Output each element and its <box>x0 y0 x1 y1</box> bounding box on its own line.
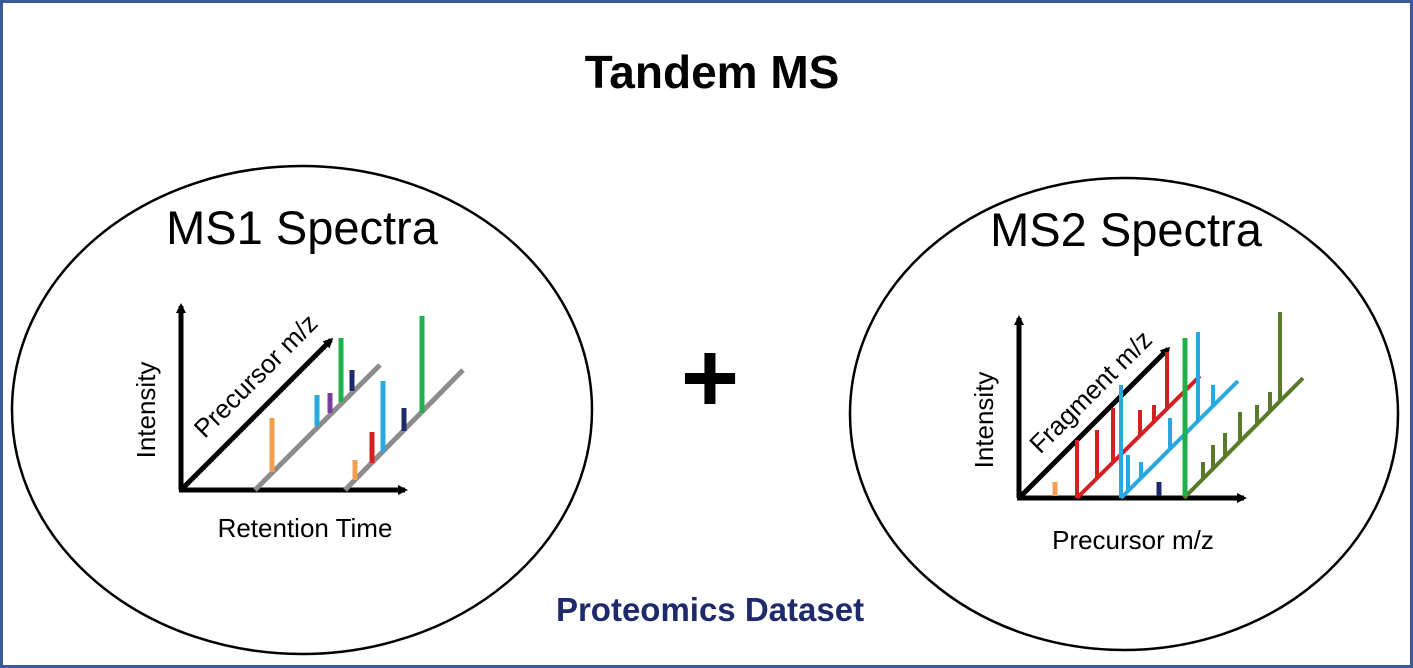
ms2-panel: MS2 Spectra <box>848 176 1400 652</box>
ms1-panel: MS1 Spectra Intensity Precursor m/z Rete… <box>10 164 594 656</box>
ms1-rail-1 <box>253 363 382 492</box>
ms2-rail-olive <box>1182 376 1305 500</box>
ms2-y-axis-label: Intensity <box>969 372 999 469</box>
ms1-diagonal-axis <box>179 337 334 492</box>
ms1-ellipse <box>10 164 594 656</box>
diagram-title: Tandem MS <box>585 46 840 98</box>
footer-label: Proteomics Dataset <box>556 591 864 628</box>
ms2-title: MS2 Spectra <box>990 203 1263 256</box>
ms2-diagonal-axis <box>1017 346 1171 500</box>
ms1-diagonal-axis-label: Precursor m/z <box>188 308 324 444</box>
ms1-x-axis-label: Retention Time <box>218 513 393 543</box>
ms1-title: MS1 Spectra <box>166 201 439 254</box>
ms1-y-axis-label: Intensity <box>131 362 161 459</box>
ms2-x-axis-label: Precursor m/z <box>1052 525 1214 555</box>
ms2-ellipse <box>848 176 1400 652</box>
plus-operator: + <box>681 322 739 434</box>
ms2-rail-blue <box>1119 379 1240 500</box>
